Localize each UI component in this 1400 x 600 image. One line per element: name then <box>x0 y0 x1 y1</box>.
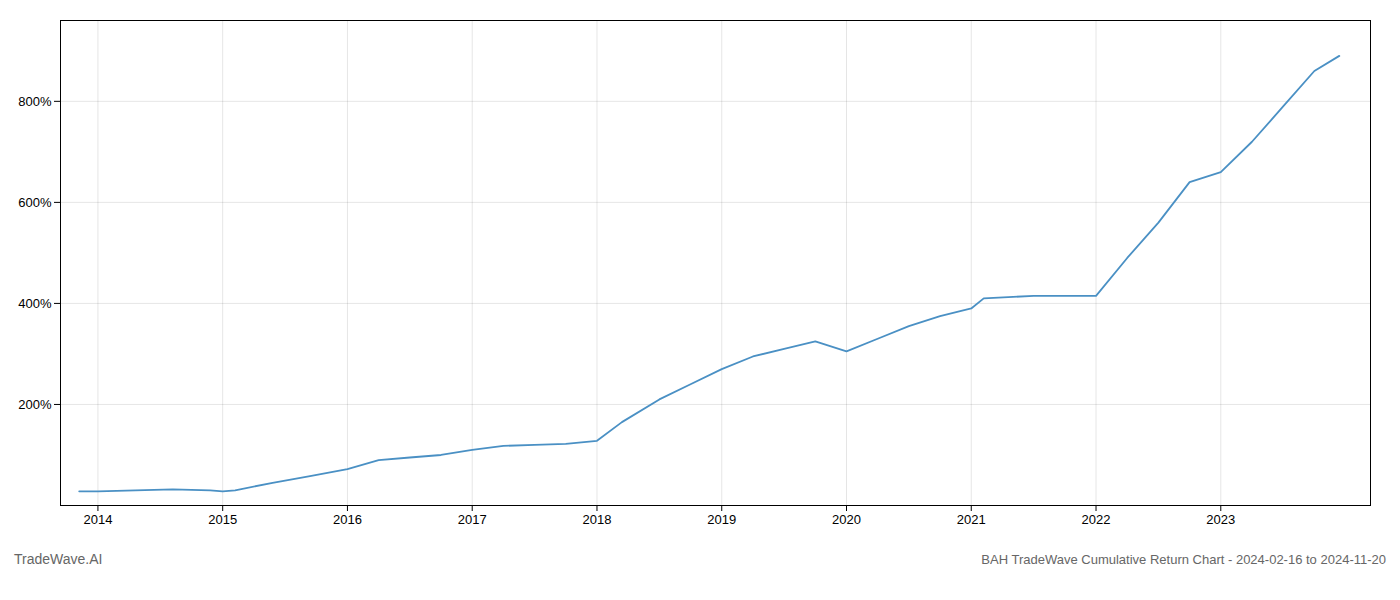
svg-text:2021: 2021 <box>957 512 986 527</box>
svg-text:2020: 2020 <box>832 512 861 527</box>
html-text:TradeWave.AI: TradeWave.AI <box>14 551 103 567</box>
html-text:BAH TradeWave Cumulative Retur: BAH TradeWave Cumulative Return Chart - … <box>981 552 1386 567</box>
svg-text:2019: 2019 <box>707 512 736 527</box>
svg-text:2017: 2017 <box>458 512 487 527</box>
svg-text:600%: 600% <box>18 195 52 210</box>
svg-text:2023: 2023 <box>1206 512 1235 527</box>
svg-text:200%: 200% <box>18 397 52 412</box>
svg-text:2014: 2014 <box>83 512 112 527</box>
svg-text:2018: 2018 <box>583 512 612 527</box>
svg-text:800%: 800% <box>18 93 52 108</box>
svg-text:2022: 2022 <box>1082 512 1111 527</box>
svg-text:400%: 400% <box>18 296 52 311</box>
svg-text:2015: 2015 <box>208 512 237 527</box>
svg-text:2016: 2016 <box>333 512 362 527</box>
